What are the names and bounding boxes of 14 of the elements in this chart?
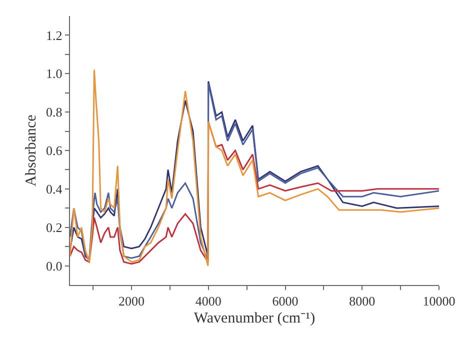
- x-tick-label: 6000: [272, 294, 298, 309]
- y-tick-label: 0.4: [46, 181, 63, 196]
- y-axis-title: Absorbance: [23, 114, 40, 186]
- x-tick-label: 8000: [349, 294, 376, 309]
- y-tick-label: 0.6: [46, 143, 63, 158]
- y-tick-label: 0.8: [46, 104, 62, 120]
- y-tick-label: 1.2: [46, 28, 62, 43]
- x-tick-label: 10000: [422, 294, 456, 309]
- y-tick-label: 1.0: [46, 66, 62, 82]
- y-tick-label: 0.0: [46, 258, 62, 274]
- y-tick-label: 0.2: [46, 220, 62, 235]
- x-tick-label: 2000: [118, 294, 144, 309]
- x-axis-title: Wavenumber (cm⁻¹): [194, 310, 316, 327]
- x-tick-label: 4000: [195, 294, 222, 309]
